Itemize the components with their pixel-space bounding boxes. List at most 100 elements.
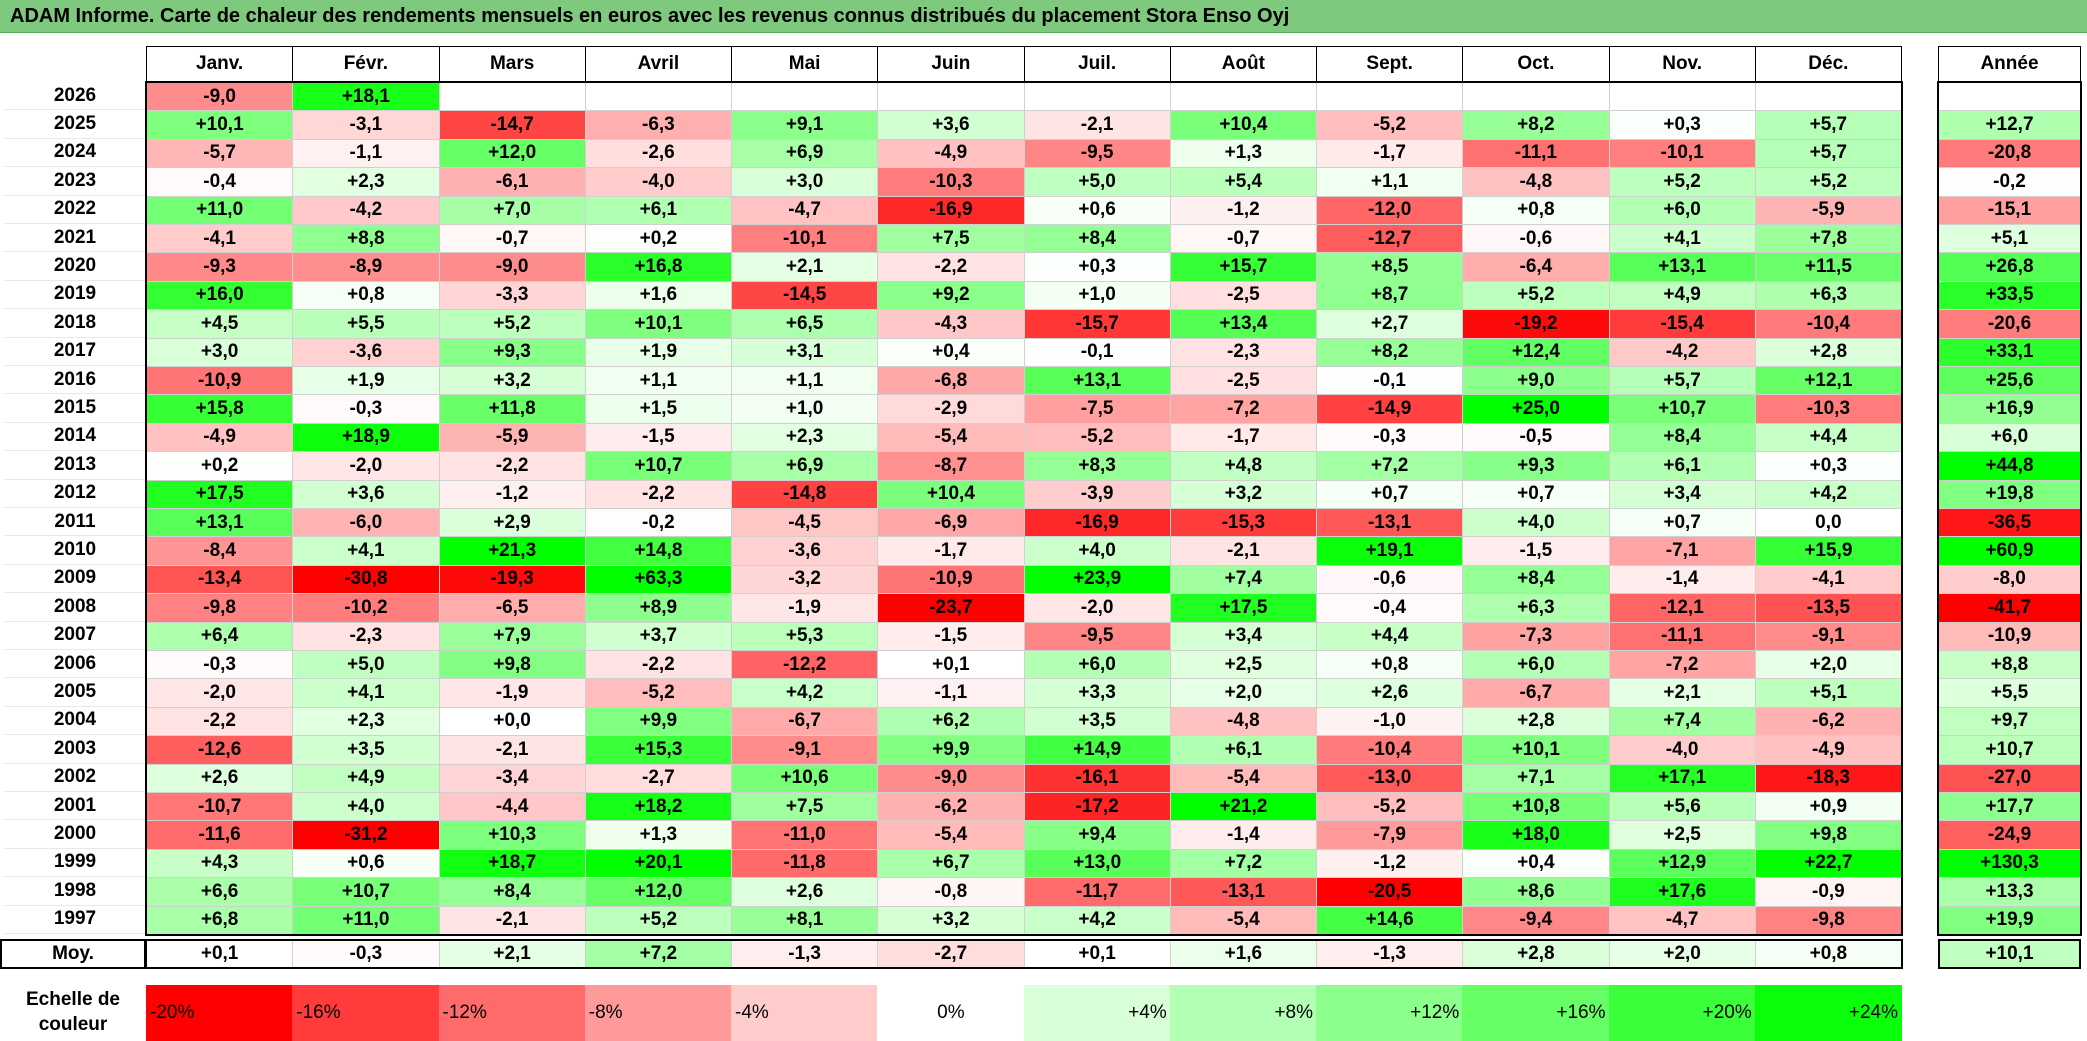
- heatmap-cell: +0,8: [292, 280, 440, 311]
- heatmap-cell: -8,9: [292, 252, 440, 282]
- heatmap-cell: +2,3: [731, 422, 879, 453]
- heatmap-cell: -3,1: [292, 110, 440, 140]
- heatmap-cell: +18,0: [1462, 820, 1610, 850]
- average-cell: +1,6: [1169, 939, 1317, 969]
- heatmap-cell: +8,4: [438, 877, 586, 907]
- year-label: 2018: [4, 309, 146, 338]
- heatmap-cell: +22,7: [1754, 848, 1902, 879]
- heatmap-cell: -0,4: [146, 167, 294, 197]
- heatmap-cell: +5,7: [1754, 110, 1902, 140]
- heatmap-cell: -15,4: [1608, 309, 1756, 339]
- heatmap-cell: +10,3: [438, 820, 586, 850]
- month-header: Nov.: [1608, 46, 1756, 82]
- heatmap-cell: +13,1: [146, 508, 294, 538]
- heatmap-cell: +7,5: [877, 224, 1025, 254]
- heatmap-cell: +12,1: [1754, 366, 1902, 396]
- heatmap-cell: +11,8: [438, 394, 586, 424]
- color-scale-swatch: +24%: [1754, 985, 1902, 1041]
- color-scale-swatch: +20%: [1608, 985, 1756, 1041]
- year-label: 2025: [4, 110, 146, 139]
- heatmap-cell: -11,0: [731, 820, 879, 850]
- heatmap-cell: -11,7: [1023, 877, 1171, 907]
- heatmap-cell: -9,0: [146, 82, 294, 112]
- heatmap-cell: -16,1: [1023, 763, 1171, 793]
- color-scale-swatch: -4%: [731, 985, 879, 1041]
- average-cell: -1,3: [731, 939, 879, 969]
- heatmap-cell: +16,0: [146, 280, 294, 311]
- heatmap-cell: +11,0: [292, 905, 440, 935]
- heatmap-cell: -2,2: [877, 252, 1025, 282]
- heatmap-cell: +8,7: [1316, 280, 1464, 311]
- heatmap-cell: +6,2: [877, 706, 1025, 737]
- heatmap-cell: -2,1: [1023, 110, 1171, 140]
- heatmap-cell: -6,2: [1754, 706, 1902, 737]
- heatmap-cell: +7,4: [1169, 564, 1317, 595]
- year-label: 2024: [4, 139, 146, 168]
- heatmap-cell: -9,1: [731, 735, 879, 765]
- heatmap-cell: +10,7: [292, 877, 440, 907]
- heatmap-cell: +8,6: [1462, 877, 1610, 907]
- month-header: Juil.: [1023, 46, 1171, 82]
- heatmap-cell: -11,8: [731, 848, 879, 879]
- year-label: 2023: [4, 167, 146, 196]
- heatmap-cell: +5,7: [1754, 138, 1902, 169]
- annual-cell: [1938, 82, 2081, 112]
- heatmap-cell: +10,6: [731, 763, 879, 793]
- heatmap-cell: +4,0: [292, 792, 440, 822]
- heatmap-cell: +0,8: [1462, 195, 1610, 225]
- heatmap-cell: +1,1: [584, 366, 732, 396]
- heatmap-cell: +12,0: [584, 877, 732, 907]
- heatmap-cell: -19,2: [1462, 309, 1610, 339]
- heatmap-cell: +14,9: [1023, 735, 1171, 765]
- heatmap-cell: -6,4: [1462, 252, 1610, 282]
- heatmap-cell: -1,9: [438, 678, 586, 708]
- heatmap-cell: -2,5: [1169, 280, 1317, 311]
- heatmap-cell: +17,1: [1608, 763, 1756, 793]
- heatmap-cell: -13,1: [1169, 877, 1317, 907]
- heatmap-cell: -1,7: [1169, 422, 1317, 453]
- heatmap-cell: +10,4: [877, 479, 1025, 509]
- heatmap-cell: +2,3: [292, 167, 440, 197]
- heatmap-cell: -7,1: [1608, 536, 1756, 566]
- heatmap-cell: -1,2: [1169, 195, 1317, 225]
- heatmap-cell: +8,5: [1316, 252, 1464, 282]
- heatmap-cell: +2,5: [1169, 650, 1317, 680]
- heatmap-cell: +1,6: [584, 280, 732, 311]
- heatmap-cell: -9,0: [438, 252, 586, 282]
- heatmap-cell: -9,8: [1754, 905, 1902, 935]
- heatmap-cell: -6,9: [877, 508, 1025, 538]
- heatmap-cell: -2,2: [584, 650, 732, 680]
- heatmap-cell: -4,4: [438, 792, 586, 822]
- heatmap-cell: +0,2: [146, 451, 294, 481]
- heatmap-cell: +3,6: [877, 110, 1025, 140]
- heatmap-cell: +15,7: [1169, 252, 1317, 282]
- year-label: 2003: [4, 735, 146, 764]
- heatmap-cell: +7,8: [1754, 224, 1902, 254]
- annual-cell: +33,1: [1938, 337, 2081, 367]
- heatmap-cell: +6,3: [1462, 593, 1610, 623]
- heatmap-cell: -0,8: [877, 877, 1025, 907]
- heatmap-cell: +2,7: [1316, 309, 1464, 339]
- month-header: Janv.: [146, 46, 294, 82]
- heatmap-cell: +18,7: [438, 848, 586, 879]
- annual-cell: -20,8: [1938, 138, 2081, 169]
- year-label: 1998: [4, 877, 146, 906]
- heatmap-cell: -4,9: [1754, 735, 1902, 765]
- heatmap-cell: -5,2: [1023, 422, 1171, 453]
- heatmap-cell: +15,3: [584, 735, 732, 765]
- heatmap-cell: +7,9: [438, 621, 586, 651]
- heatmap-cell: -17,2: [1023, 792, 1171, 822]
- heatmap-cell: -4,9: [877, 138, 1025, 169]
- annual-cell: +33,5: [1938, 280, 2081, 311]
- year-label: 2020: [4, 252, 146, 281]
- heatmap-cell: -3,2: [731, 564, 879, 595]
- annual-cell: +26,8: [1938, 252, 2081, 282]
- heatmap-cell: +2,0: [1754, 650, 1902, 680]
- heatmap-cell: +4,4: [1754, 422, 1902, 453]
- color-scale-swatch: -16%: [292, 985, 440, 1041]
- heatmap-cell: -4,1: [146, 224, 294, 254]
- heatmap-cell: +2,6: [1316, 678, 1464, 708]
- heatmap-cell: +5,3: [731, 621, 879, 651]
- heatmap-cell: +63,3: [584, 564, 732, 595]
- heatmap-cell: [1023, 82, 1171, 112]
